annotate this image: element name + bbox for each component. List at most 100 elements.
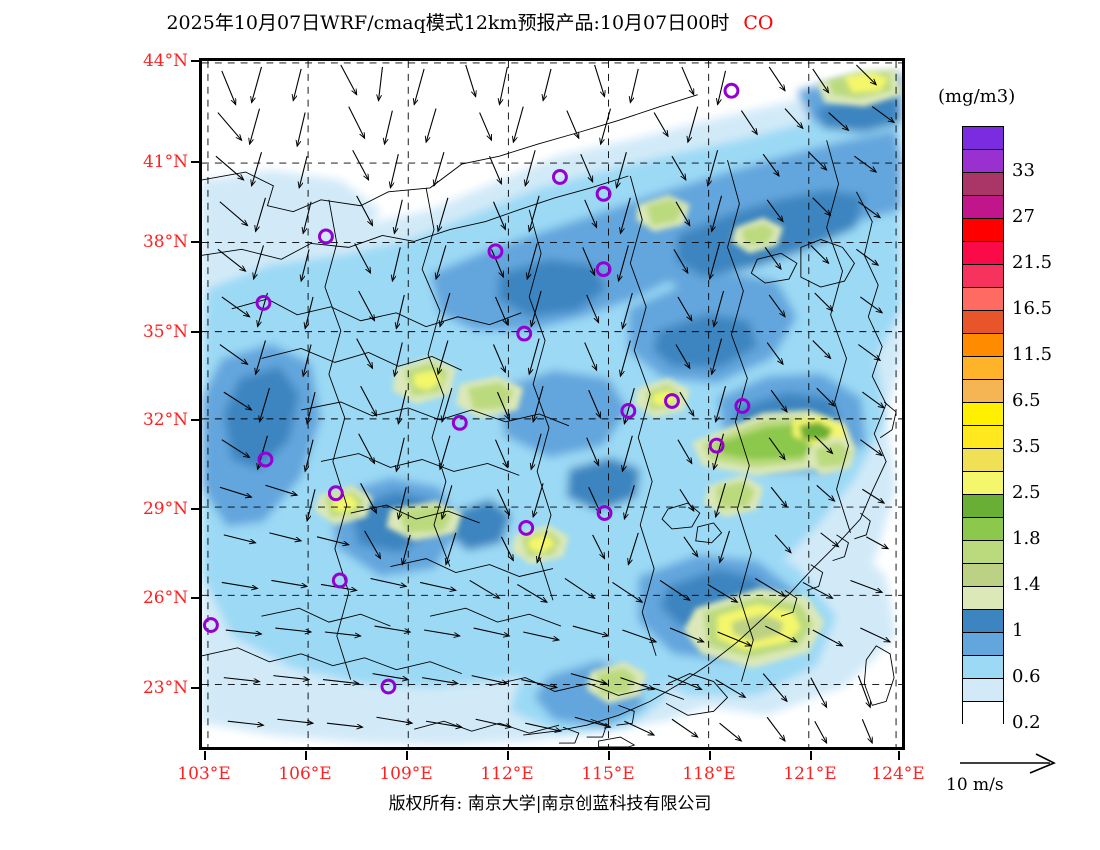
city-marker [257,451,274,468]
colorbar-band [963,334,1003,357]
colorbar-tick-label: 21.5 [1012,252,1053,273]
city-marker [723,82,740,99]
city-markers[interactable] [202,82,751,695]
colorbar-band [963,288,1003,311]
colorbar-band [963,541,1003,564]
lon-tick-mark [204,751,206,760]
page-title: 2025年10月07日WRF/cmaq模式12km预报产品:10月07日00时 C… [0,8,940,35]
city-marker [318,228,334,245]
city-marker [620,403,637,419]
lat-tick-label: 44°N [142,51,188,71]
colorbar-tick-label: 6.5 [1012,390,1041,411]
lon-tick-mark [810,751,812,760]
copyright-footer: 版权所有: 南京大学|南京创蓝科技有限公司 [388,794,712,814]
colorbar-tick-label: 0.2 [1012,712,1041,733]
colorbar-band [963,173,1003,196]
species-label: CO [743,12,774,34]
colorbar-band [963,472,1003,495]
colorbar-tick-label: 11.5 [1012,344,1053,365]
colorbar-band [963,564,1003,587]
city-marker [487,243,504,260]
lon-tick-mark [406,751,408,760]
colorbar-band [963,403,1003,426]
lat-tick-mark [191,508,200,510]
city-marker [552,169,568,185]
wind-vector-field [215,64,894,743]
colorbar-tick-label: 3.5 [1012,436,1041,457]
lat-tick-mark [191,597,200,599]
colorbar-band [963,449,1003,472]
colorbar-tick-label: 1.8 [1012,528,1041,549]
colorbar-band [963,196,1003,219]
city-marker [708,437,725,454]
colorbar-band [963,633,1003,656]
lon-tick-mark [507,751,509,760]
colorbar-tick-label: 1 [1012,620,1024,641]
colorbar-band [963,357,1003,380]
colorbar-tick-label: 2.5 [1012,482,1041,503]
wind-scale-arrow-icon [958,752,1088,774]
city-marker [202,617,219,633]
lat-tick-mark [191,241,200,243]
colorbar-band [963,426,1003,449]
map-plot-area[interactable] [199,58,905,750]
colorbar-band [963,518,1003,541]
colorbar-band [963,150,1003,173]
lat-tick-label: 35°N [142,322,188,342]
lon-tick-label: 106°E [278,764,332,784]
lon-tick-label: 124°E [871,764,925,784]
colorbar-band [963,265,1003,288]
colorbar-band [963,380,1003,403]
lon-tick-label: 115°E [581,764,635,784]
lon-tick-mark [305,751,307,760]
city-marker [327,485,344,502]
colorbar-tick-label: 0.6 [1012,666,1041,687]
lon-tick-label: 121°E [783,764,837,784]
lat-tick-mark [191,687,200,689]
lat-tick-label: 29°N [142,499,188,519]
colorbar-band [963,587,1003,610]
city-marker [331,572,348,589]
lat-tick-mark [191,60,200,62]
lat-tick-label: 38°N [142,232,188,252]
city-marker [595,185,612,202]
lon-tick-mark [608,751,610,760]
colorbar-band [963,219,1003,242]
city-marker [518,519,535,536]
colorbar-band [963,679,1003,702]
lon-tick-label: 109°E [379,764,433,784]
lon-tick-label: 103°E [177,764,231,784]
city-marker [734,398,751,414]
lat-tick-label: 23°N [142,678,188,698]
colorbar[interactable] [962,126,1004,725]
lat-tick-label: 26°N [142,588,188,608]
forecast-map[interactable] [202,61,902,747]
lon-tick-label: 118°E [682,764,736,784]
city-marker [664,393,680,409]
colorbar-band [963,702,1003,725]
lon-tick-mark [898,751,900,760]
lat-tick-mark [191,419,200,421]
city-marker [516,325,533,342]
colorbar-band [963,656,1003,679]
colorbar-band [963,495,1003,518]
lon-tick-mark [709,751,711,760]
colorbar-band [963,311,1003,334]
lat-tick-mark [191,161,200,163]
lon-tick-label: 112°E [480,764,534,784]
city-marker [596,505,613,521]
colorbar-tick-label: 33 [1012,160,1035,181]
wind-scale-label: 10 m/s [946,775,1004,795]
colorbar-tick-label: 1.4 [1012,574,1041,595]
lat-tick-label: 41°N [142,152,188,172]
lat-tick-label: 32°N [142,410,188,430]
colorbar-unit: (mg/m3) [938,86,1016,107]
colorbar-band [963,610,1003,633]
colorbar-band [963,127,1003,150]
colorbar-band [963,242,1003,265]
colorbar-tick-label: 16.5 [1012,298,1053,319]
colorbar-tick-label: 27 [1012,206,1035,227]
lat-tick-mark [191,331,200,333]
city-marker [595,261,612,278]
city-marker [255,294,272,311]
